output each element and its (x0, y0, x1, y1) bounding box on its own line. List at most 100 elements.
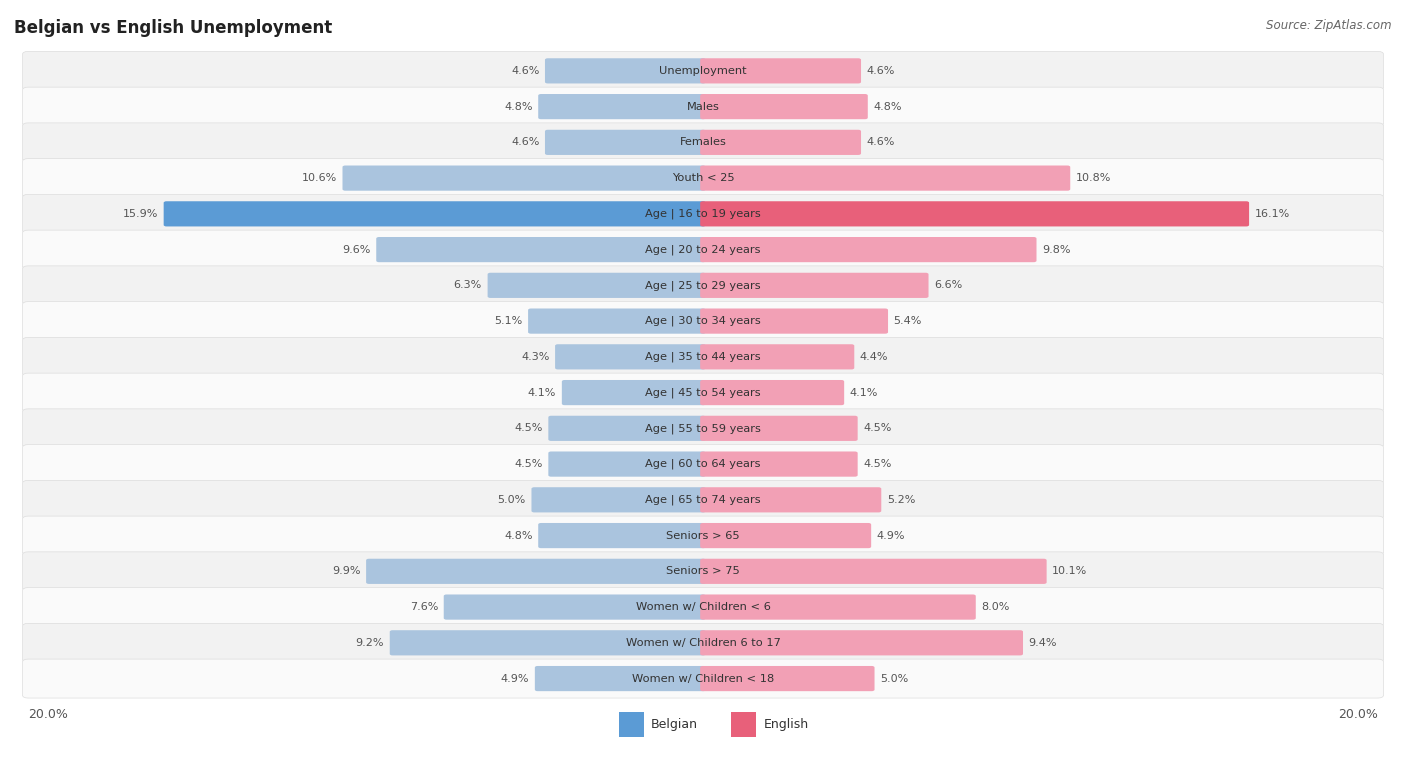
Text: Belgian: Belgian (651, 718, 697, 731)
Text: 8.0%: 8.0% (981, 602, 1010, 612)
Text: Women w/ Children < 18: Women w/ Children < 18 (631, 674, 775, 684)
Text: Age | 60 to 64 years: Age | 60 to 64 years (645, 459, 761, 469)
Text: Seniors > 65: Seniors > 65 (666, 531, 740, 540)
FancyBboxPatch shape (731, 712, 756, 737)
Text: 4.5%: 4.5% (515, 459, 543, 469)
FancyBboxPatch shape (700, 416, 858, 441)
FancyBboxPatch shape (700, 344, 855, 369)
FancyBboxPatch shape (22, 266, 1384, 305)
FancyBboxPatch shape (546, 58, 706, 83)
Text: 9.6%: 9.6% (342, 245, 371, 254)
Text: Women w/ Children 6 to 17: Women w/ Children 6 to 17 (626, 638, 780, 648)
Text: 4.8%: 4.8% (505, 101, 533, 111)
Text: Age | 20 to 24 years: Age | 20 to 24 years (645, 245, 761, 255)
FancyBboxPatch shape (700, 166, 1070, 191)
Text: Age | 45 to 54 years: Age | 45 to 54 years (645, 388, 761, 398)
Text: 10.8%: 10.8% (1076, 173, 1111, 183)
FancyBboxPatch shape (562, 380, 706, 405)
Text: 4.1%: 4.1% (527, 388, 557, 397)
FancyBboxPatch shape (163, 201, 706, 226)
FancyBboxPatch shape (22, 301, 1384, 341)
FancyBboxPatch shape (22, 659, 1384, 698)
FancyBboxPatch shape (555, 344, 706, 369)
FancyBboxPatch shape (22, 587, 1384, 627)
Text: Females: Females (679, 137, 727, 148)
Text: 4.4%: 4.4% (860, 352, 889, 362)
Text: 5.2%: 5.2% (887, 495, 915, 505)
FancyBboxPatch shape (22, 159, 1384, 198)
FancyBboxPatch shape (538, 523, 706, 548)
Text: 5.0%: 5.0% (880, 674, 908, 684)
FancyBboxPatch shape (343, 166, 706, 191)
FancyBboxPatch shape (548, 416, 706, 441)
Text: Source: ZipAtlas.com: Source: ZipAtlas.com (1267, 19, 1392, 32)
FancyBboxPatch shape (22, 195, 1384, 233)
FancyBboxPatch shape (22, 51, 1384, 90)
Text: 16.1%: 16.1% (1254, 209, 1289, 219)
FancyBboxPatch shape (700, 451, 858, 477)
Text: 10.6%: 10.6% (302, 173, 337, 183)
Text: 4.8%: 4.8% (505, 531, 533, 540)
FancyBboxPatch shape (700, 380, 844, 405)
Text: Males: Males (686, 101, 720, 111)
Text: 4.6%: 4.6% (510, 66, 540, 76)
Text: 4.6%: 4.6% (510, 137, 540, 148)
Text: Age | 65 to 74 years: Age | 65 to 74 years (645, 494, 761, 505)
Text: 5.4%: 5.4% (894, 316, 922, 326)
FancyBboxPatch shape (22, 516, 1384, 555)
FancyBboxPatch shape (531, 488, 706, 512)
FancyBboxPatch shape (22, 123, 1384, 162)
FancyBboxPatch shape (546, 129, 706, 155)
FancyBboxPatch shape (700, 58, 860, 83)
Text: 4.5%: 4.5% (863, 459, 891, 469)
Text: 6.3%: 6.3% (454, 280, 482, 291)
Text: 4.6%: 4.6% (866, 137, 896, 148)
FancyBboxPatch shape (700, 273, 928, 298)
Text: 15.9%: 15.9% (122, 209, 157, 219)
FancyBboxPatch shape (22, 373, 1384, 412)
Text: 7.6%: 7.6% (409, 602, 439, 612)
FancyBboxPatch shape (700, 309, 889, 334)
FancyBboxPatch shape (700, 559, 1046, 584)
Text: 20.0%: 20.0% (28, 708, 67, 721)
FancyBboxPatch shape (444, 594, 706, 620)
Text: Age | 30 to 34 years: Age | 30 to 34 years (645, 316, 761, 326)
FancyBboxPatch shape (22, 230, 1384, 269)
Text: Age | 35 to 44 years: Age | 35 to 44 years (645, 351, 761, 362)
Text: Unemployment: Unemployment (659, 66, 747, 76)
Text: Age | 16 to 19 years: Age | 16 to 19 years (645, 209, 761, 219)
Text: English: English (763, 718, 808, 731)
FancyBboxPatch shape (22, 444, 1384, 484)
FancyBboxPatch shape (22, 409, 1384, 448)
FancyBboxPatch shape (700, 488, 882, 512)
Text: Age | 55 to 59 years: Age | 55 to 59 years (645, 423, 761, 434)
Text: Seniors > 75: Seniors > 75 (666, 566, 740, 576)
FancyBboxPatch shape (700, 237, 1036, 262)
Text: 4.5%: 4.5% (515, 423, 543, 433)
FancyBboxPatch shape (700, 666, 875, 691)
FancyBboxPatch shape (366, 559, 706, 584)
Text: Youth < 25: Youth < 25 (672, 173, 734, 183)
Text: Age | 25 to 29 years: Age | 25 to 29 years (645, 280, 761, 291)
Text: 6.6%: 6.6% (934, 280, 962, 291)
Text: 4.5%: 4.5% (863, 423, 891, 433)
FancyBboxPatch shape (22, 481, 1384, 519)
Text: 4.9%: 4.9% (501, 674, 529, 684)
Text: 4.9%: 4.9% (877, 531, 905, 540)
FancyBboxPatch shape (534, 666, 706, 691)
FancyBboxPatch shape (389, 631, 706, 656)
FancyBboxPatch shape (548, 451, 706, 477)
Text: 20.0%: 20.0% (1339, 708, 1378, 721)
FancyBboxPatch shape (529, 309, 706, 334)
FancyBboxPatch shape (700, 201, 1249, 226)
FancyBboxPatch shape (377, 237, 706, 262)
Text: 4.1%: 4.1% (849, 388, 879, 397)
Text: 4.3%: 4.3% (522, 352, 550, 362)
Text: Women w/ Children < 6: Women w/ Children < 6 (636, 602, 770, 612)
FancyBboxPatch shape (700, 94, 868, 119)
Text: 9.8%: 9.8% (1042, 245, 1070, 254)
FancyBboxPatch shape (22, 623, 1384, 662)
Text: 5.1%: 5.1% (495, 316, 523, 326)
FancyBboxPatch shape (700, 594, 976, 620)
Text: 10.1%: 10.1% (1052, 566, 1087, 576)
